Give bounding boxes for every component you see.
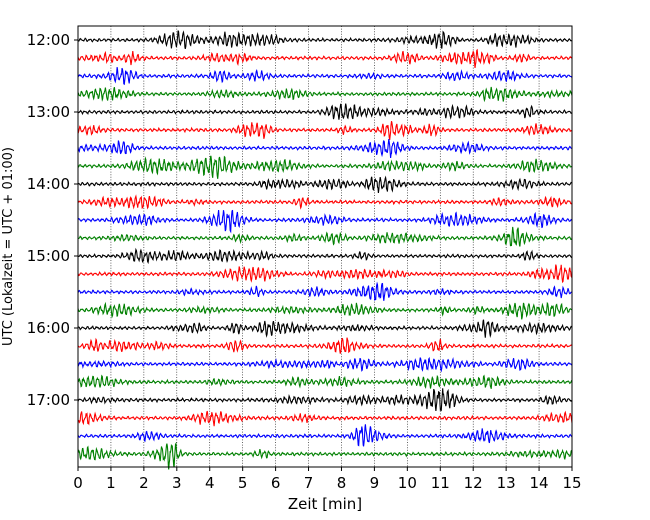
y-tick-label: 13:00 [27, 103, 70, 121]
x-tick-label: 1 [106, 474, 116, 492]
y-tick-label: 15:00 [27, 247, 70, 265]
trace-row [77, 155, 573, 179]
x-tick-label: 13 [497, 474, 516, 492]
trace-row [77, 121, 573, 141]
y-tick-label: 14:00 [27, 175, 70, 193]
x-axis-label: Zeit [min] [288, 495, 362, 513]
x-tick-label: 14 [530, 474, 549, 492]
x-axis-ticks: 0 1 2 3 4 5 6 7 8 9 10 11 12 13 14 15 [73, 467, 582, 492]
trace-row [77, 67, 573, 86]
trace-row [77, 139, 573, 159]
trace-row [77, 175, 573, 194]
trace-row [77, 410, 573, 427]
y-axis-label: UTC (Lokalzeit = UTC + 01:00) [1, 147, 16, 346]
y-tick-label: 12:00 [27, 31, 70, 49]
trace-row [77, 103, 573, 120]
y-axis-ticks: 12:00 13:00 14:00 15:00 16:00 17:00 [27, 31, 78, 409]
trace-row [77, 356, 573, 373]
trace-row [77, 319, 573, 339]
trace-row [77, 48, 573, 69]
x-tick-label: 10 [398, 474, 417, 492]
trace-row [77, 86, 573, 103]
trace-row [77, 441, 573, 470]
trace-row [77, 281, 573, 302]
trace-row [77, 424, 573, 447]
trace-row [77, 209, 573, 234]
y-tick-label: 16:00 [27, 319, 70, 337]
trace-row [77, 374, 573, 389]
trace-row [77, 194, 573, 210]
x-tick-label: 0 [73, 474, 83, 492]
y-tick-label: 17:00 [27, 391, 70, 409]
x-tick-label: 12 [464, 474, 483, 492]
x-tick-label: 8 [337, 474, 347, 492]
x-tick-label: 7 [304, 474, 314, 492]
x-tick-label: 6 [271, 474, 281, 492]
x-tick-label: 5 [238, 474, 248, 492]
x-tick-label: 11 [431, 474, 450, 492]
trace-row [77, 301, 573, 320]
trace-row [77, 388, 573, 412]
plot-frame [77, 25, 573, 468]
trace-row [77, 247, 573, 265]
x-tick-label: 3 [172, 474, 182, 492]
x-tick-label: 15 [562, 474, 581, 492]
trace-row [77, 30, 573, 49]
trace-row [77, 337, 573, 354]
trace-row [77, 264, 573, 284]
grid-lines [110, 26, 540, 467]
x-tick-label: 4 [205, 474, 215, 492]
trace-row [77, 226, 573, 247]
x-tick-label: 2 [139, 474, 149, 492]
x-tick-label: 9 [370, 474, 380, 492]
seismic-traces [77, 30, 573, 470]
